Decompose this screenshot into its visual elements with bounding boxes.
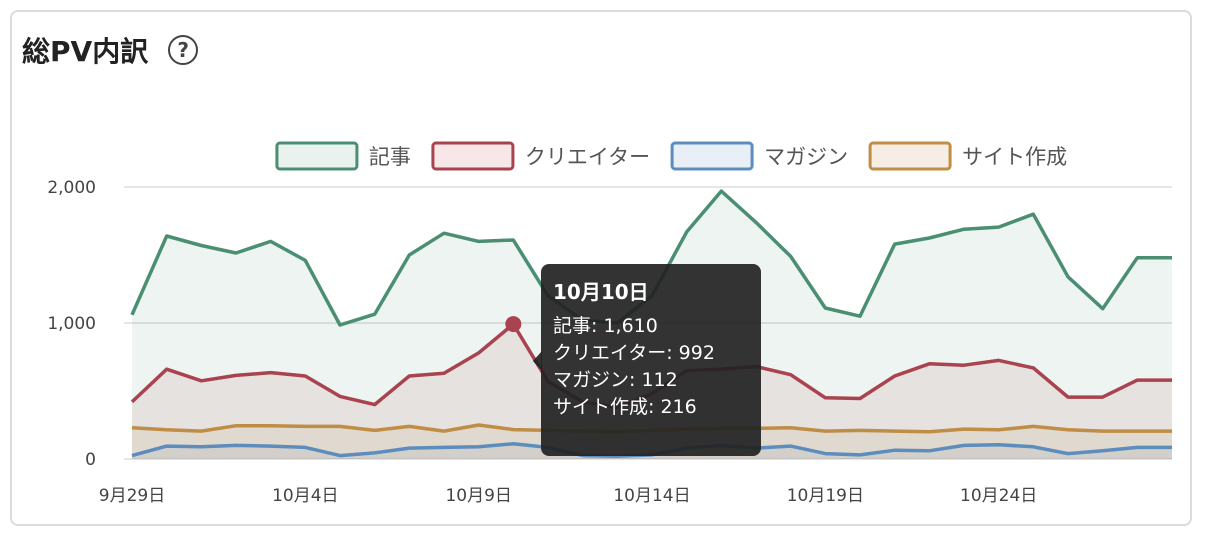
y-tick-label: 0 xyxy=(85,450,96,470)
y-tick-label: 2,000 xyxy=(47,178,96,198)
tooltip-line-sites: サイト作成: 216 xyxy=(553,396,697,418)
legend-label-2[interactable]: マガジン xyxy=(764,145,848,169)
x-tick-label: 10月14日 xyxy=(613,486,690,506)
legend-label-3[interactable]: サイト作成 xyxy=(962,145,1067,169)
tooltip-line-magazines: マガジン: 112 xyxy=(553,369,678,391)
tooltip-date: 10月10日 xyxy=(553,280,649,304)
legend-swatch-3[interactable] xyxy=(868,141,952,171)
legend-swatch-2[interactable] xyxy=(670,141,754,171)
header: 総PV内訳 ? xyxy=(22,30,199,70)
tooltip-line-creators: クリエイター: 992 xyxy=(553,342,715,364)
series-area-1 xyxy=(132,324,1172,459)
x-tick-label: 10月24日 xyxy=(960,486,1037,506)
x-tick-label: 10月4日 xyxy=(272,486,338,506)
x-tick-label: 10月19日 xyxy=(787,486,864,506)
x-tick-label: 10月9日 xyxy=(445,486,511,506)
x-tick-label: 9月29日 xyxy=(99,486,165,506)
legend-swatch-0[interactable] xyxy=(275,141,359,171)
legend-swatch-1[interactable] xyxy=(431,141,515,171)
series-area-2 xyxy=(132,443,1172,459)
tooltip: 10月10日 記事: 1,610 クリエイター: 992 マガジン: 112 サ… xyxy=(541,264,761,456)
highlight-point xyxy=(505,316,522,333)
y-tick-label: 1,000 xyxy=(47,314,96,334)
tooltip-arrow xyxy=(533,351,542,371)
help-icon[interactable]: ? xyxy=(168,35,199,65)
y-axis-ticks: 0 1,000 2,000 xyxy=(47,178,96,470)
highlight-marker xyxy=(505,316,522,333)
tooltip-line-articles: 記事: 1,610 xyxy=(553,315,658,337)
legend-label-1[interactable]: クリエイター xyxy=(525,145,650,169)
legend: 記事 クリエイター マガジン サイト作成 xyxy=(275,141,1067,171)
x-axis-ticks: 9月29日 10月4日 10月9日 10月14日 10月19日 10月24日 xyxy=(99,486,1038,506)
legend-label-0[interactable]: 記事 xyxy=(369,145,411,169)
page-title: 総PV内訳 xyxy=(22,35,149,68)
